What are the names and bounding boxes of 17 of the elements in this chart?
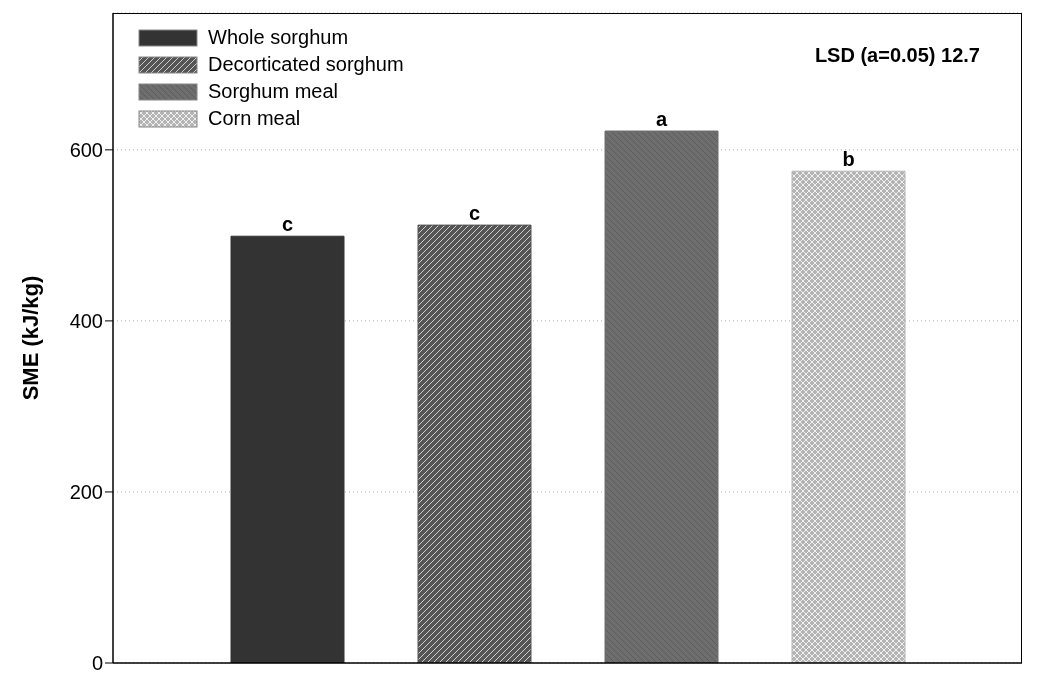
legend-label: Decorticated sorghum — [208, 53, 404, 76]
data-label: b — [842, 148, 855, 171]
y-tick-label: 600 — [69, 138, 103, 161]
data-label: a — [655, 108, 668, 131]
data-label: c — [468, 202, 481, 225]
bar — [230, 235, 345, 663]
y-tick-label: 400 — [69, 309, 103, 332]
y-axis-title: SME (kJ/kg) — [17, 275, 43, 401]
y-tick-label: 200 — [69, 481, 103, 504]
data-label: c — [281, 213, 294, 236]
bar — [417, 224, 532, 663]
annotation: LSD (a=0.05) 12.7 — [814, 44, 980, 67]
y-tick-label: 0 — [91, 652, 103, 675]
legend-label: Whole sorghum — [208, 26, 349, 49]
bar — [604, 130, 719, 663]
legend-label: Corn meal — [208, 107, 301, 130]
legend-label: Sorghum meal — [208, 80, 339, 103]
